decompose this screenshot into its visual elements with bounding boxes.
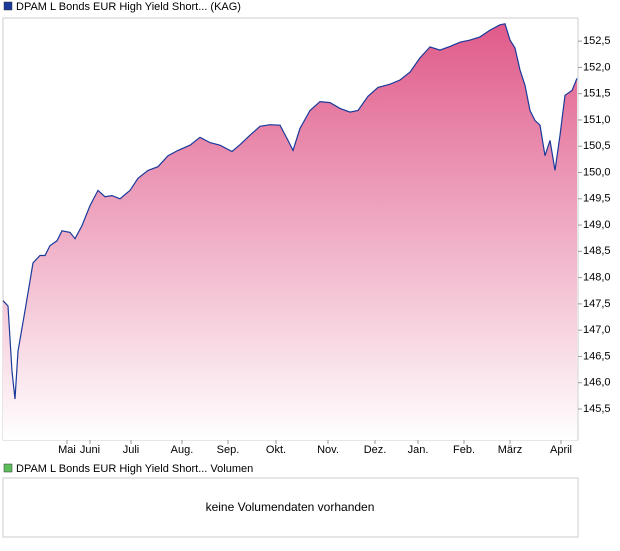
y-tick-label: 146,5 [583,350,611,362]
area-fill [3,23,577,441]
y-tick-label: 149,0 [583,219,611,231]
x-tick-label: März [498,444,522,456]
x-tick-label: Sep. [217,444,240,456]
volume-frame [2,477,579,538]
y-tick-label: 149,5 [583,193,611,205]
x-tick-label: Mai [58,444,76,456]
y-tick-label: 151,5 [583,88,611,100]
y-tick-label: 145,5 [583,403,611,415]
x-tick-label: Juni [80,444,100,456]
y-tick-label: 152,0 [583,61,611,73]
y-tick-label: 147,0 [583,324,611,336]
y-tick-label: 150,0 [583,166,611,178]
y-tick-label: 147,5 [583,298,611,310]
y-tick-label: 148,0 [583,272,611,284]
y-tick-label: 146,0 [583,377,611,389]
x-tick-label: April [550,444,572,456]
price-line [2,23,578,400]
x-tick-label: Feb. [453,444,475,456]
volume-legend: DPAM L Bonds EUR High Yield Short... Vol… [16,463,253,475]
x-tick-label: Okt. [266,444,286,456]
legend-swatch [3,463,13,473]
y-tick-label: 151,0 [583,114,611,126]
legend-label: DPAM L Bonds EUR High Yield Short... (KA… [16,1,241,13]
volume-message: keine Volumendaten vorhanden [206,500,375,514]
x-tick-label: Dez. [364,444,387,456]
x-tick-label: Nov. [317,444,339,456]
x-tick-label: Aug. [171,444,194,456]
y-tick-label: 150,5 [583,140,611,152]
x-tick-label: Juli [123,444,140,456]
y-tick-label: 148,5 [583,245,611,257]
x-tick-label: Jan. [408,444,429,456]
y-tick-label: 152,5 [583,35,611,47]
legend-swatch [3,1,13,11]
